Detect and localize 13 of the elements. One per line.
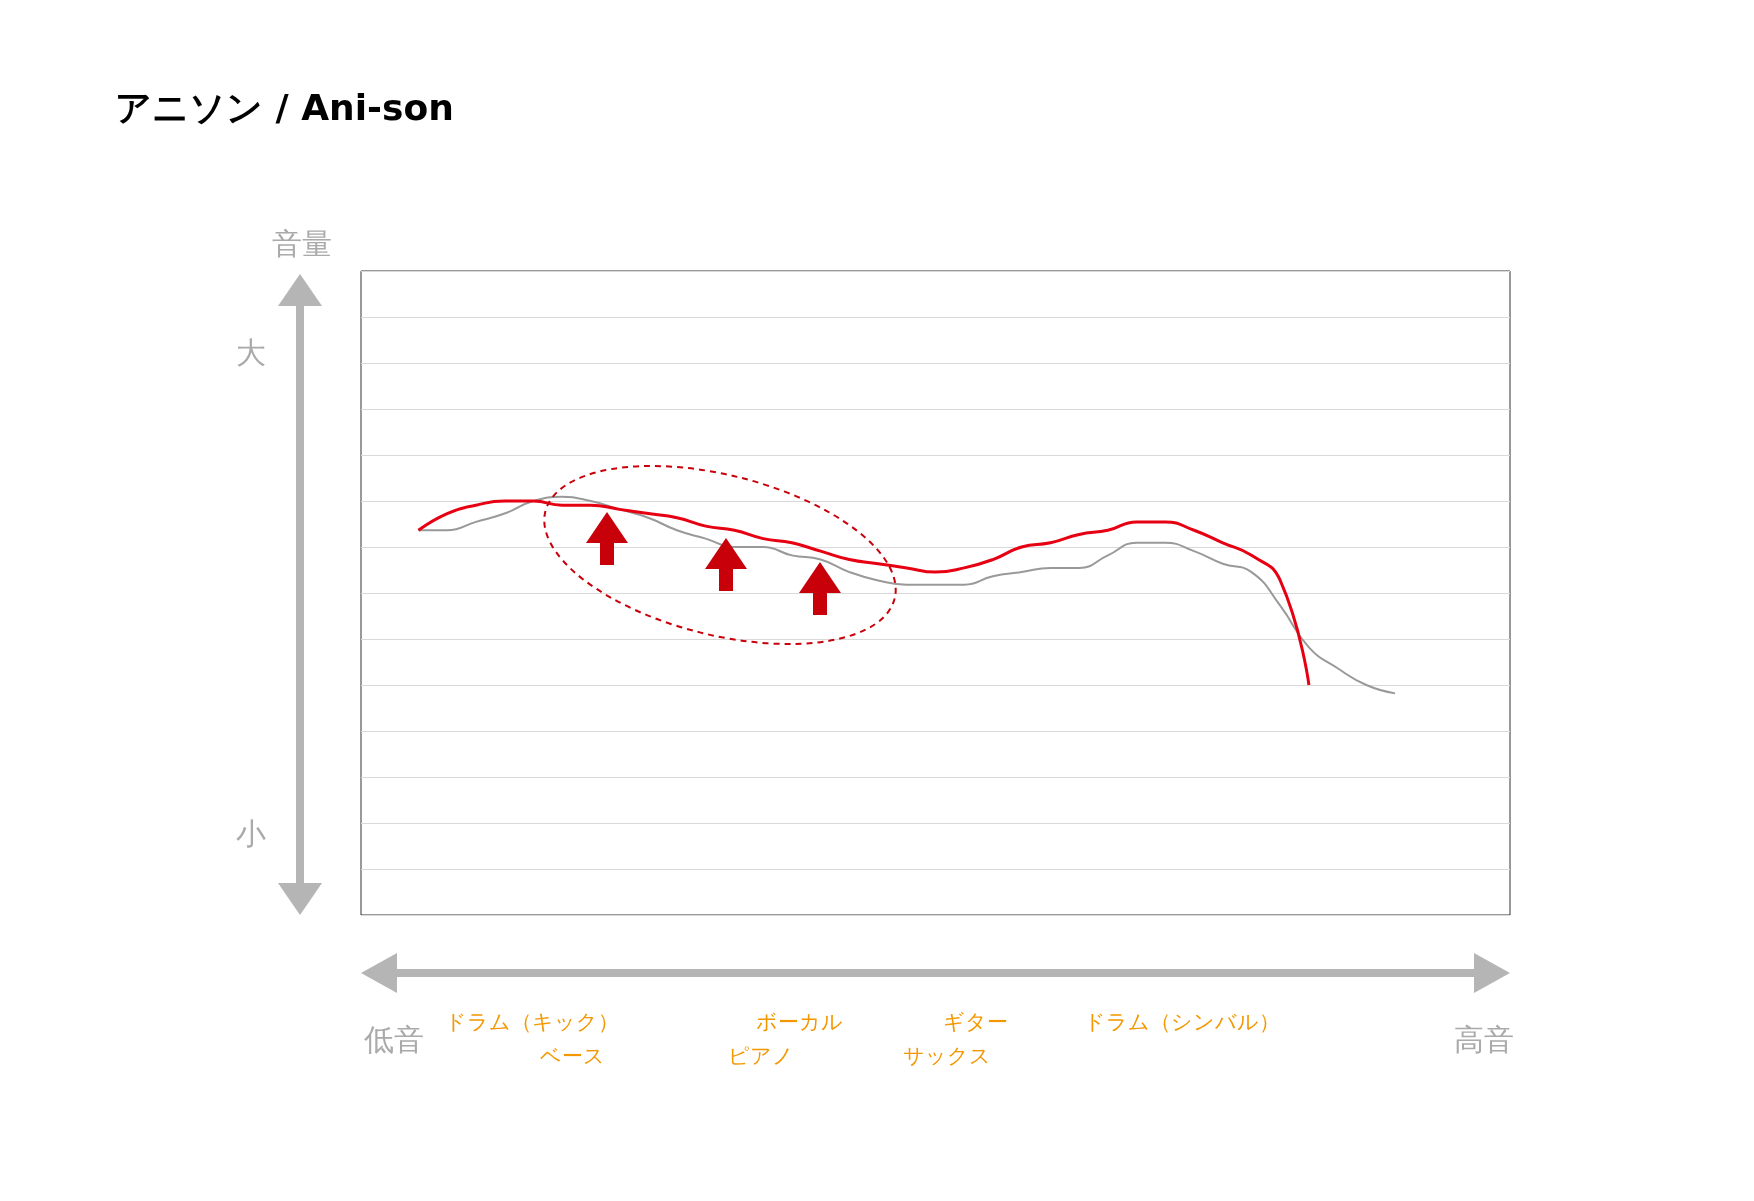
text: 大 — [236, 333, 266, 372]
text: 低音 — [364, 1020, 424, 1059]
text: ボーカル — [755, 1009, 843, 1036]
chart-title: アニソン / Ani-son — [115, 85, 454, 130]
text: 高音 — [1454, 1020, 1514, 1059]
text: ドラム（キック） — [445, 1009, 619, 1036]
text: ギター — [942, 1009, 1008, 1036]
text: 小 — [236, 814, 266, 853]
text: 音量 — [272, 224, 332, 263]
text: ベース — [539, 1043, 605, 1070]
text: ドラム（シンバル） — [1084, 1009, 1280, 1036]
text: サックス — [903, 1043, 991, 1070]
text: ピアノ — [728, 1043, 794, 1070]
